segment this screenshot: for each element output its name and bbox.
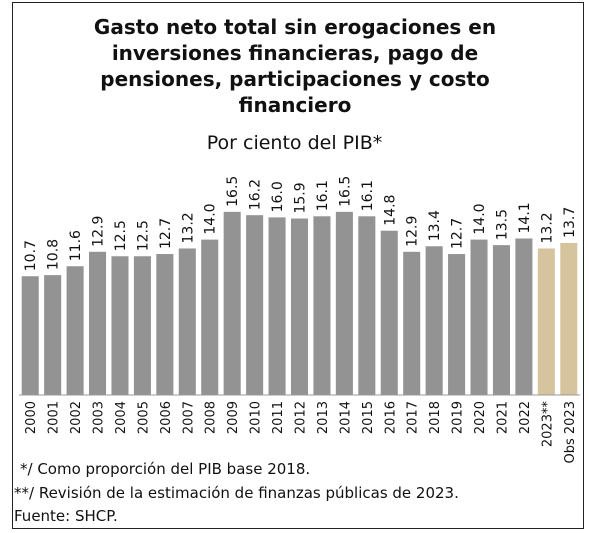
value-label: 16.5: [225, 176, 241, 207]
value-label: 16.5: [337, 176, 353, 207]
x-tick-label: 2000: [24, 401, 39, 434]
x-tick-label: 2014: [338, 401, 353, 434]
x-tick-label: 2007: [181, 401, 196, 434]
x-tick-label: 2012: [294, 401, 309, 434]
bar: [156, 254, 174, 395]
value-label: 16.1: [360, 180, 376, 211]
bar: [403, 251, 421, 395]
bar: [111, 256, 129, 395]
x-tick-label: 2005: [136, 401, 151, 434]
value-label: 10.8: [46, 239, 62, 270]
note: Fuente: SHCP.: [14, 507, 118, 525]
value-label: 12.7: [450, 218, 466, 249]
bar: [448, 254, 466, 395]
x-tick-label: 2004: [114, 401, 129, 434]
x-tick-label: 2008: [204, 401, 219, 434]
x-tick-label: Obs 2023: [563, 401, 578, 463]
bar: [133, 256, 151, 395]
value-label: 13.2: [180, 212, 196, 243]
bar: [21, 276, 39, 395]
note: **/ Revisión de la estimación de finanza…: [14, 484, 459, 502]
x-tick-label: 2018: [428, 401, 443, 434]
chart-title: Gasto neto total sin erogaciones en inve…: [93, 15, 497, 117]
x-tick-label: 2015: [361, 401, 376, 434]
x-tick-label: 2013: [316, 401, 331, 434]
x-tick-label: 2003: [92, 401, 107, 434]
value-label: 16.1: [315, 180, 331, 211]
value-label: 14.1: [517, 202, 533, 233]
bar: [178, 248, 196, 395]
bar: [470, 239, 488, 395]
x-tick-label: 2016: [383, 401, 398, 434]
value-label: 12.7: [158, 218, 174, 249]
value-label: 14.8: [382, 195, 398, 226]
value-label: 13.4: [427, 210, 443, 241]
x-tick-label: 2019: [451, 401, 466, 434]
value-label: 16.0: [270, 181, 286, 212]
x-tick-label: 2022: [518, 401, 533, 434]
bar: [537, 248, 555, 395]
x-tick-label: 2006: [159, 401, 174, 434]
bar: [66, 266, 84, 395]
bar: [290, 218, 309, 395]
x-tick-label: 2009: [226, 401, 241, 434]
bar: [335, 211, 353, 395]
note: */ Como proporción del PIB base 2018.: [20, 460, 310, 478]
bar: [223, 211, 241, 395]
x-tick-label: 2020: [473, 401, 488, 434]
value-label: 15.9: [293, 182, 309, 213]
value-label: 16.2: [248, 179, 264, 210]
x-tick-label: 2002: [69, 401, 84, 434]
bar: [492, 245, 510, 395]
value-label: 14.0: [203, 203, 219, 234]
value-label: 11.6: [68, 230, 84, 261]
bar: [358, 216, 376, 395]
bar: [44, 275, 62, 395]
value-label: 12.5: [135, 220, 151, 251]
x-tick-label: 2001: [47, 401, 62, 434]
value-label: 12.5: [113, 220, 129, 251]
bar: [515, 238, 533, 395]
bar: [246, 215, 264, 395]
x-tick-label: 2021: [495, 401, 510, 434]
bar: [560, 242, 578, 395]
bar: [201, 239, 219, 395]
bar: [425, 246, 443, 395]
x-tick-label: 2023**: [540, 401, 555, 448]
frame: [12, 2, 584, 529]
bar: [380, 230, 398, 395]
x-tick-label: 2010: [249, 401, 264, 434]
value-label: 10.7: [23, 240, 39, 271]
chart-subtitle: Por ciento del PIB*: [206, 132, 383, 154]
x-tick-label: 2017: [406, 401, 421, 434]
value-label: 14.0: [472, 203, 488, 234]
value-label: 13.2: [539, 212, 555, 243]
bar: [89, 251, 107, 395]
value-label: 12.9: [91, 216, 107, 247]
bar: [268, 217, 286, 395]
x-tick-label: 2011: [271, 401, 286, 434]
value-label: 13.7: [562, 207, 578, 238]
value-label: 13.5: [494, 209, 510, 240]
value-label: 12.9: [405, 216, 421, 247]
bar: [313, 216, 331, 395]
